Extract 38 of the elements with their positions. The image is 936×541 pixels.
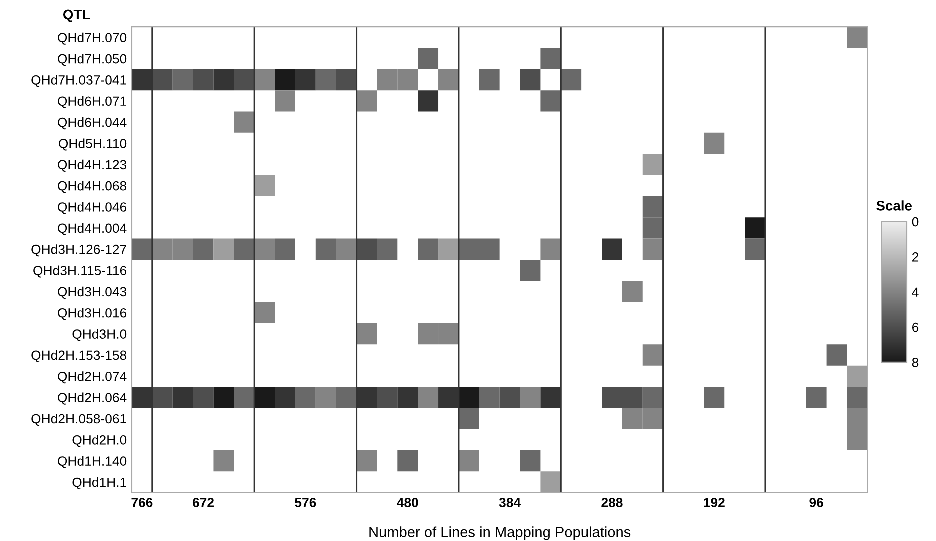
y-tick-label: QHd1H.1 xyxy=(72,477,126,490)
y-tick-label: QHd2H.0 xyxy=(72,435,127,448)
y-tick-label: QHd2H.058-061 xyxy=(32,414,126,426)
y-tick-label: QHd6H.071 xyxy=(58,96,126,108)
y-tick-label: QHd2H.074 xyxy=(58,372,127,384)
y-tick-label: QHd3H.016 xyxy=(58,308,127,320)
y-tick-label: QHd2H.064 xyxy=(58,392,127,405)
y-tick-label: QHd4H.046 xyxy=(58,202,127,214)
x-tick-label: 766 xyxy=(132,498,153,508)
y-tick-label: QHd5H.110 xyxy=(59,138,127,151)
y-tick-label: QHd1H.140 xyxy=(58,456,127,468)
color-bar-label: 2 xyxy=(912,252,919,262)
x-tick-label: 576 xyxy=(295,498,316,508)
y-tick-label: QHd6H.044 xyxy=(58,118,127,130)
y-axis-title: QTL xyxy=(63,10,90,22)
y-tick-label: QHd7H.050 xyxy=(58,54,127,66)
y-tick-label: QHd3H.043 xyxy=(58,286,127,299)
color-bar-label: 6 xyxy=(912,322,919,332)
x-tick-label: 672 xyxy=(192,498,214,508)
color-bar-label: 4 xyxy=(912,288,919,297)
y-tick-label: QHd7H.037-041 xyxy=(32,75,126,88)
x-tick-label: 96 xyxy=(810,498,824,508)
color-bar-label: 0 xyxy=(912,217,919,227)
x-axis-title: Number of Lines in Mapping Populations xyxy=(370,526,631,540)
y-tick-label: QHd7H.070 xyxy=(58,32,127,45)
y-tick-label: QHd4H.068 xyxy=(58,181,127,194)
color-bar-label: 8 xyxy=(912,358,919,368)
y-tick-label: QHd4H.004 xyxy=(58,223,127,236)
y-tick-label: QHd3H.115-116 xyxy=(34,266,127,278)
y-tick-label: QHd3H.126-127 xyxy=(32,244,126,257)
x-tick-label: 384 xyxy=(499,498,521,508)
y-tick-label: QHd4H.123 xyxy=(58,160,127,172)
color-bar-title: Scale xyxy=(876,200,912,211)
x-tick-label: 192 xyxy=(704,498,725,508)
y-tick-label: QHd3H.0 xyxy=(72,329,127,342)
y-tick-label: QHd2H.153-158 xyxy=(32,350,127,362)
x-tick-label: 480 xyxy=(397,498,418,508)
x-tick-label: 288 xyxy=(602,498,623,508)
